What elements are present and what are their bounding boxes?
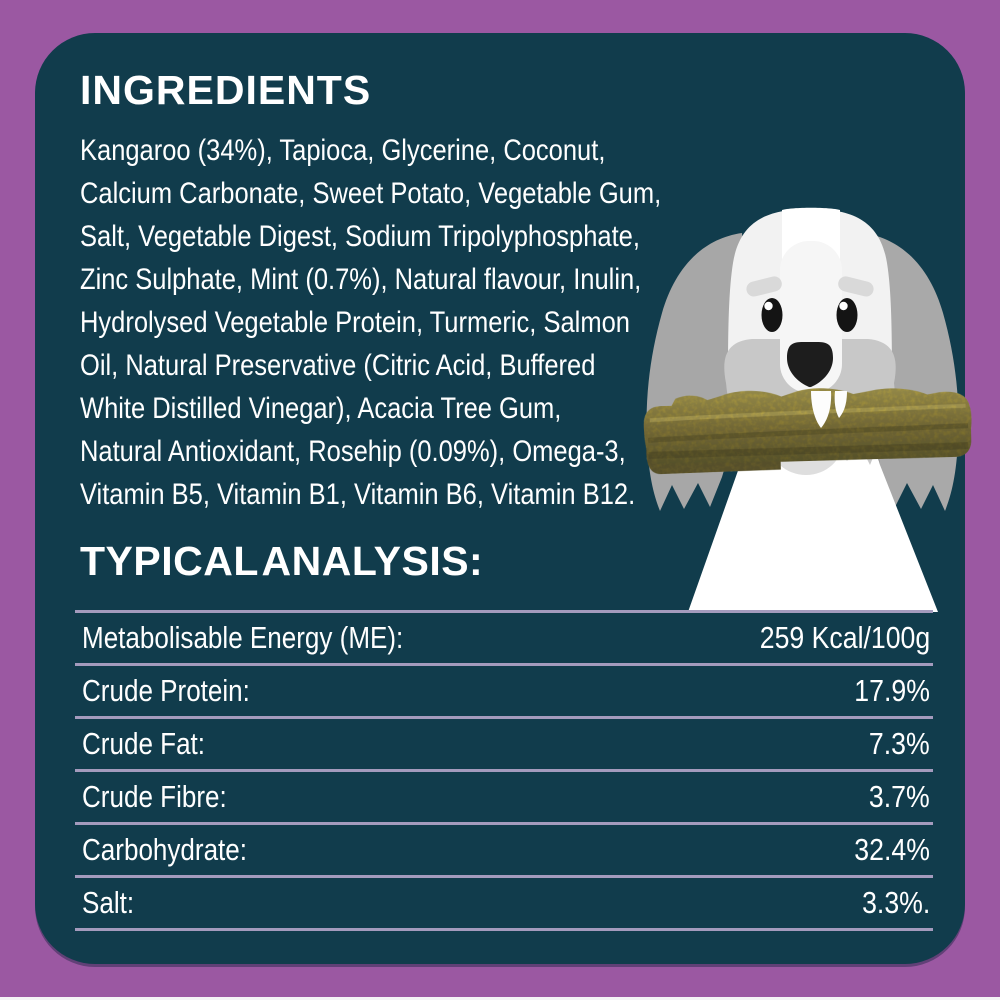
dental-stick: [643, 388, 972, 475]
dog-left-eye: [761, 298, 783, 332]
dental-stick-bottom-edge: [648, 442, 969, 459]
dog-left-eye-glint: [764, 301, 773, 311]
analysis-row: Salt: 3.3%.: [75, 875, 933, 928]
analysis-value: 3.3%.: [861, 885, 930, 920]
ingredients-heading: INGREDIENTS: [80, 67, 372, 113]
ingredients-text: Kangaroo (34%), Tapioca, Glycerine, Coco…: [80, 134, 662, 511]
analysis-table: Metabolisable Energy (ME): 259 Kcal/100g…: [75, 610, 933, 931]
analysis-row: Carbohydrate: 32.4%: [75, 822, 933, 875]
analysis-label: Crude Fat:: [82, 726, 206, 761]
dog-nose: [787, 342, 833, 388]
analysis-value: 17.9%: [854, 673, 930, 708]
analysis-row: Crude Fibre: 3.7%: [75, 769, 933, 822]
dog-body: [688, 439, 938, 612]
analysis-row: Crude Fat: 7.3%: [75, 716, 933, 769]
dog-tooth-left: [811, 391, 832, 428]
dog-left-eyebrow: [746, 276, 782, 297]
analysis-heading: TYPICAL ANALYSIS:: [80, 538, 484, 584]
bottom-edge-strip: [0, 997, 1000, 1000]
analysis-row: Crude Protein: 17.9%: [75, 663, 933, 716]
analysis-value: 3.7%: [869, 779, 930, 814]
analysis-label: Crude Fibre:: [82, 779, 227, 814]
dog-tooth-right: [834, 391, 847, 418]
analysis-table-bottom-line: [75, 928, 933, 931]
dog-right-eye: [836, 298, 858, 332]
dental-stick-groove: [648, 423, 969, 443]
analysis-label: Metabolisable Energy (ME):: [82, 620, 404, 655]
dog-right-eyebrow: [838, 276, 874, 297]
analysis-label: Carbohydrate:: [82, 832, 248, 867]
dental-stick-highlight-ridge: [649, 403, 966, 423]
analysis-value: 7.3%: [869, 726, 930, 761]
analysis-label: Crude Protein:: [82, 673, 250, 708]
analysis-value: 32.4%: [854, 832, 930, 867]
dog-right-eye-glint: [839, 301, 848, 311]
dog-illustration: [643, 207, 972, 612]
analysis-value: 259 Kcal/100g: [759, 620, 930, 655]
analysis-label: Salt:: [82, 885, 135, 920]
analysis-row: Metabolisable Energy (ME): 259 Kcal/100g: [75, 610, 933, 663]
